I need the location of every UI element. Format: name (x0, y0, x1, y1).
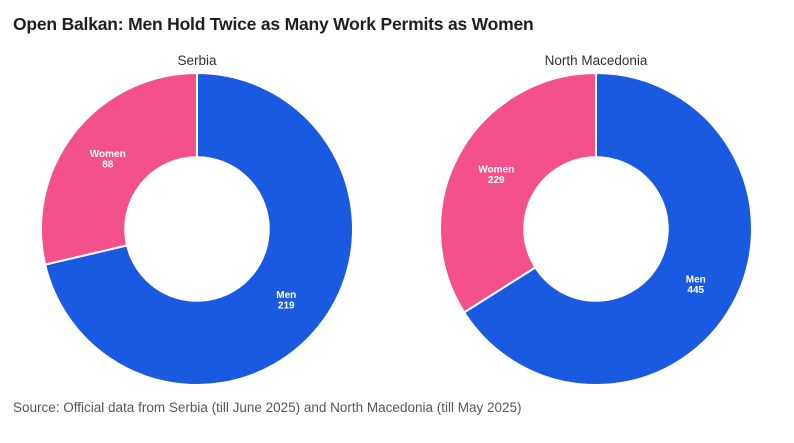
chart-subtitle-north-macedonia: North Macedonia (544, 53, 648, 68)
chart-subtitle-serbia: Serbia (177, 53, 217, 68)
pie-slice-men (463, 72, 753, 386)
slice-label-women: Women 229 (478, 165, 514, 187)
slice-label-men: Men 219 (276, 290, 296, 312)
pie-slice-women (439, 72, 597, 314)
slice-label-women: Women 88 (90, 149, 126, 171)
page-title: Open Balkan: Men Hold Twice as Many Work… (13, 14, 534, 34)
donut-chart-north-macedonia: North Macedonia Men 445 Women 229 (426, 53, 766, 387)
pie-slice-women (40, 72, 198, 266)
pie-slice-men (44, 72, 354, 386)
donut-svg-north-macedonia: Men 445 Women 229 (439, 72, 753, 386)
slice-label-men: Men 445 (686, 274, 706, 296)
donut-chart-serbia: Serbia Men 219 Women 88 (27, 53, 367, 387)
page: Open Balkan: Men Hold Twice as Many Work… (0, 14, 794, 443)
source-note: Source: Official data from Serbia (till … (13, 400, 522, 415)
charts-row: Serbia Men 219 Women 88 North Macedonia Men… (0, 53, 794, 387)
donut-svg-serbia: Men 219 Women 88 (40, 72, 354, 386)
